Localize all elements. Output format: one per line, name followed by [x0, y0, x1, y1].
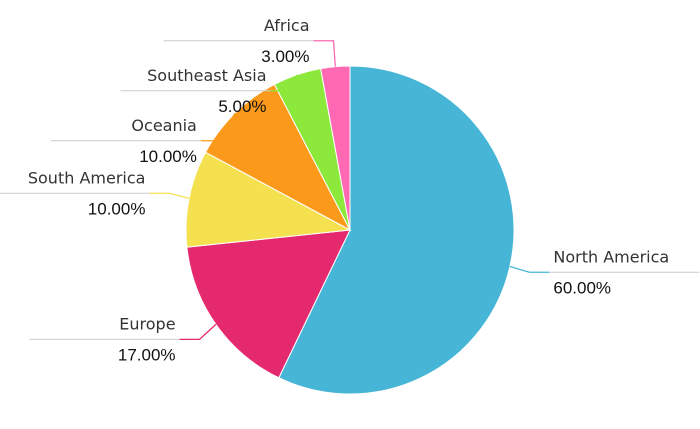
value-label: 60.00% [553, 278, 611, 297]
leader-line [270, 74, 298, 92]
slice-label: Europe [119, 314, 175, 333]
leader-line [179, 323, 217, 341]
leader-line [313, 40, 336, 67]
slice-label: North America [553, 247, 669, 266]
slice-label: South America [28, 168, 146, 187]
pie-slice [320, 65, 351, 231]
value-label: 10.00% [88, 199, 146, 218]
leader-line [509, 265, 550, 273]
value-label: 5.00% [218, 97, 266, 116]
value-label: 17.00% [118, 345, 176, 364]
slice-label: Southeast Asia [147, 66, 266, 85]
value-label: 10.00% [139, 147, 197, 166]
leader-line [200, 112, 236, 142]
leader-line [149, 192, 190, 199]
pie-slice [278, 65, 515, 395]
value-label: 3.00% [261, 47, 309, 66]
slice-label: Africa [264, 16, 310, 35]
slice-label: Oceania [131, 116, 196, 135]
